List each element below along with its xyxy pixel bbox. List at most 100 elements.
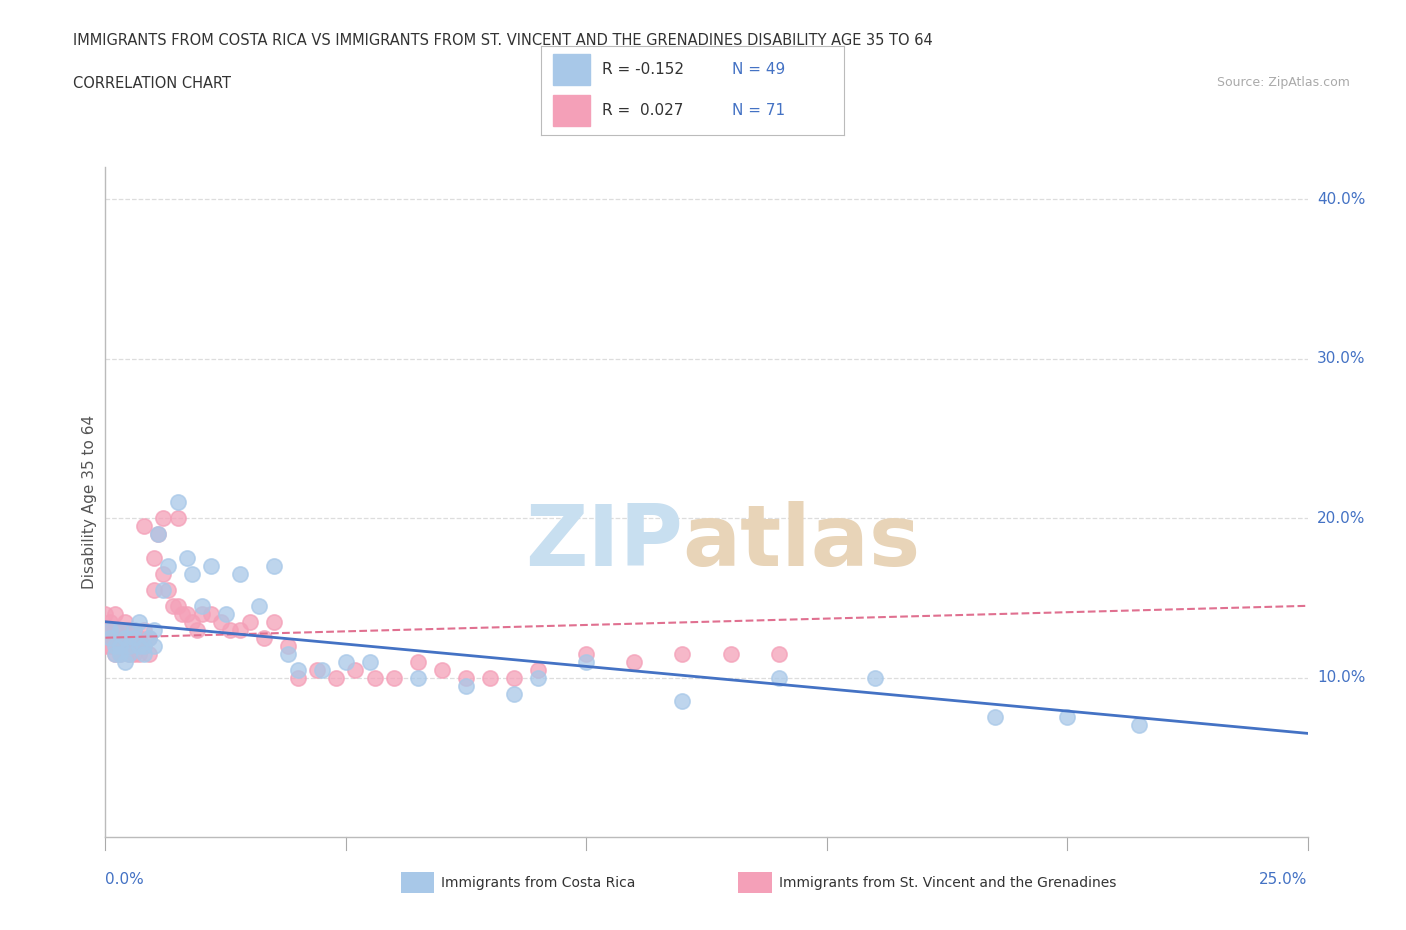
Point xyxy=(104,638,127,653)
Point xyxy=(104,631,127,645)
Point xyxy=(1056,710,1078,724)
Point xyxy=(190,606,212,621)
Point xyxy=(166,511,188,525)
Text: 20.0%: 20.0% xyxy=(1317,511,1365,525)
Point xyxy=(247,598,270,613)
Point xyxy=(277,646,299,661)
Point xyxy=(305,662,328,677)
Point xyxy=(148,526,170,541)
Point xyxy=(156,582,179,597)
Point xyxy=(152,566,174,581)
Point xyxy=(132,638,155,653)
Point xyxy=(108,638,131,653)
Point xyxy=(98,638,121,653)
Point xyxy=(190,598,212,613)
Point xyxy=(527,671,550,685)
Point xyxy=(479,671,502,685)
Point xyxy=(142,582,165,597)
Point xyxy=(128,646,150,661)
Point xyxy=(142,551,165,565)
Point xyxy=(575,646,598,661)
Point xyxy=(142,622,165,637)
Point xyxy=(430,662,453,677)
Text: Immigrants from St. Vincent and the Grenadines: Immigrants from St. Vincent and the Gren… xyxy=(779,875,1116,890)
Point xyxy=(132,622,155,637)
Point xyxy=(118,638,141,653)
Point xyxy=(768,671,790,685)
Point xyxy=(142,638,165,653)
Point xyxy=(176,606,198,621)
Point xyxy=(118,622,141,637)
Point xyxy=(128,631,150,645)
Text: ZIP: ZIP xyxy=(524,501,682,584)
Text: atlas: atlas xyxy=(682,501,921,584)
Point xyxy=(104,646,127,661)
Point xyxy=(382,671,405,685)
Point xyxy=(181,566,204,581)
Point xyxy=(114,615,136,630)
Point xyxy=(156,559,179,574)
Point xyxy=(219,622,242,637)
Point xyxy=(454,671,477,685)
Point xyxy=(108,622,131,637)
Point xyxy=(263,559,285,574)
FancyBboxPatch shape xyxy=(554,55,589,86)
Point xyxy=(277,638,299,653)
Point xyxy=(335,654,357,669)
Point xyxy=(94,606,117,621)
Y-axis label: Disability Age 35 to 64: Disability Age 35 to 64 xyxy=(82,415,97,590)
Point xyxy=(128,615,150,630)
Point xyxy=(984,710,1007,724)
Point xyxy=(325,671,347,685)
Point xyxy=(166,598,188,613)
Point xyxy=(671,646,693,661)
Point xyxy=(118,646,141,661)
Point xyxy=(104,606,127,621)
Point xyxy=(253,631,276,645)
Point xyxy=(94,622,117,637)
Point xyxy=(152,511,174,525)
Point xyxy=(344,662,367,677)
Point xyxy=(503,671,526,685)
Point xyxy=(229,566,252,581)
Point xyxy=(406,654,429,669)
Point xyxy=(720,646,742,661)
Point xyxy=(132,646,155,661)
Point xyxy=(287,671,309,685)
Text: CORRELATION CHART: CORRELATION CHART xyxy=(73,76,231,91)
Point xyxy=(98,615,121,630)
Point xyxy=(454,678,477,693)
Text: 0.0%: 0.0% xyxy=(105,872,145,887)
Point xyxy=(98,631,121,645)
Point xyxy=(239,615,262,630)
Point xyxy=(114,631,136,645)
Point xyxy=(186,622,208,637)
Point xyxy=(575,654,598,669)
Text: Immigrants from Costa Rica: Immigrants from Costa Rica xyxy=(441,875,636,890)
Point xyxy=(124,631,146,645)
Point xyxy=(359,654,381,669)
Point xyxy=(138,631,160,645)
Point xyxy=(863,671,886,685)
Text: 10.0%: 10.0% xyxy=(1317,671,1365,685)
Text: N = 49: N = 49 xyxy=(731,62,785,77)
Point xyxy=(128,638,150,653)
Point xyxy=(114,638,136,653)
Point xyxy=(181,615,204,630)
Point xyxy=(124,646,146,661)
Point xyxy=(200,606,222,621)
Point xyxy=(176,551,198,565)
Point xyxy=(263,615,285,630)
Point xyxy=(94,638,117,653)
Point xyxy=(124,631,146,645)
Point xyxy=(623,654,645,669)
Point xyxy=(98,631,121,645)
Point xyxy=(114,631,136,645)
Text: R =  0.027: R = 0.027 xyxy=(602,103,683,118)
Point xyxy=(406,671,429,685)
Point xyxy=(162,598,184,613)
Point xyxy=(527,662,550,677)
Point xyxy=(148,526,170,541)
Point xyxy=(108,646,131,661)
Point xyxy=(503,686,526,701)
